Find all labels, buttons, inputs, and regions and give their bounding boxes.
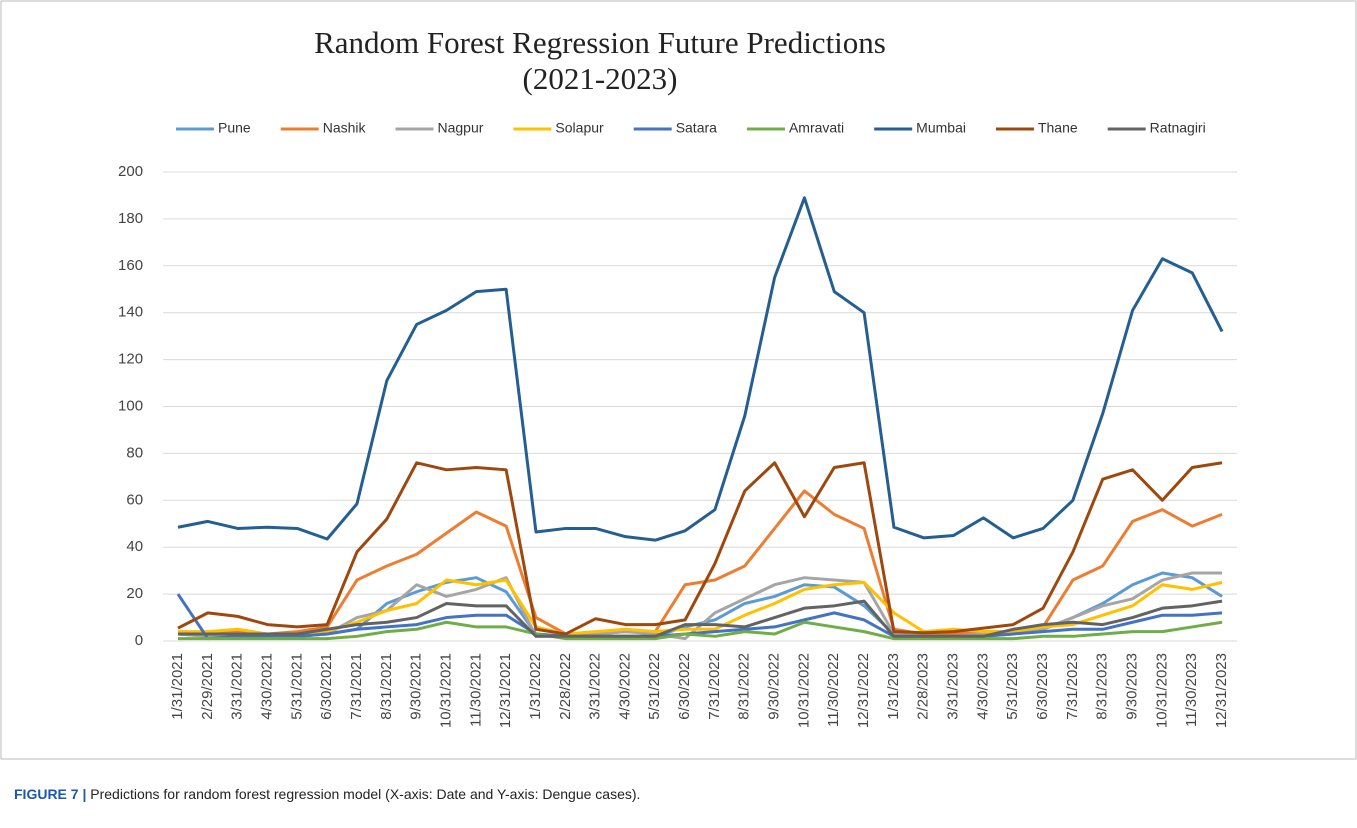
x-tick-label: 7/31/2023 (1064, 653, 1081, 720)
series-line (177, 489, 1223, 636)
x-tick-label: 5/31/2022 (646, 653, 663, 720)
x-tick-label: 2/28/2023 (915, 653, 932, 720)
legend-label: Amravati (789, 120, 844, 136)
series-line (176, 593, 1223, 641)
x-tick-label: 10/31/2023 (1153, 653, 1170, 728)
series-line (178, 620, 1223, 641)
y-tick-label: 180 (118, 210, 143, 227)
legend-label: Ratnagiri (1150, 120, 1206, 136)
x-tick-label: 12/31/2022 (855, 653, 872, 728)
x-tick-label: 11/30/2021 (467, 653, 484, 727)
x-tick-label: 9/30/2023 (1124, 653, 1141, 720)
caption: FIGURE 7 | Predictions for random forest… (14, 786, 640, 802)
y-tick-label: 100 (118, 397, 143, 414)
x-tick-label: 11/30/2022 (825, 653, 842, 727)
y-tick-label: 40 (126, 538, 143, 555)
x-tick-label: 8/31/2023 (1094, 653, 1111, 720)
x-tick-label: 5/31/2021 (288, 653, 305, 720)
x-tick-label: 6/30/2022 (676, 653, 693, 720)
legend-label: Solapur (555, 120, 604, 136)
legend-label: Nagpur (438, 120, 484, 136)
legend-label: Nashik (323, 120, 367, 136)
x-tick-label: 1/31/2022 (527, 653, 544, 720)
x-tick-label: 4/30/2023 (974, 653, 991, 720)
x-tick-label: 2/28/2022 (557, 653, 574, 720)
x-tick-label: 1/31/2023 (885, 653, 902, 720)
chart-title: Random Forest Regression Future Predicti… (314, 25, 886, 60)
y-tick-label: 80 (126, 444, 143, 461)
y-tick-label: 0 (135, 632, 143, 649)
chart-frame (0, 0, 1357, 760)
legend-label: Mumbai (916, 120, 966, 136)
x-tick-label: 6/30/2023 (1034, 653, 1051, 720)
series-line (178, 599, 1223, 638)
y-tick-label: 60 (126, 491, 143, 508)
y-tick-label: 160 (118, 257, 143, 274)
y-tick-label: 120 (118, 351, 143, 368)
series-line (177, 196, 1224, 542)
x-tick-label: 4/30/2022 (616, 653, 633, 720)
x-tick-label: 10/31/2022 (795, 653, 812, 728)
y-tick-label: 20 (126, 585, 143, 602)
x-tick-label: 3/31/2021 (229, 653, 246, 720)
x-tick-label: 9/30/2022 (766, 653, 783, 720)
x-tick-label: 3/31/2022 (587, 653, 604, 720)
x-tick-label: 6/30/2021 (318, 653, 335, 720)
y-tick-label: 200 (118, 163, 143, 180)
caption-label: FIGURE 7 | (14, 786, 86, 802)
chart-subtitle: (2021-2023) (523, 61, 678, 96)
legend-label: Satara (676, 120, 717, 136)
x-tick-label: 10/31/2021 (437, 653, 454, 728)
x-tick-label: 1/31/2021 (169, 653, 186, 720)
legend-label: Thane (1038, 120, 1078, 136)
x-tick-label: 7/31/2022 (706, 653, 723, 720)
legend-label: Pune (218, 120, 251, 136)
x-tick-label: 12/31/2023 (1213, 653, 1230, 728)
x-tick-label: 12/31/2021 (497, 653, 514, 728)
x-tick-label: 11/30/2023 (1183, 653, 1200, 727)
x-tick-label: 8/31/2022 (736, 653, 753, 720)
series-line (178, 578, 1223, 636)
x-tick-label: 8/31/2021 (378, 653, 395, 720)
series-line (177, 461, 1223, 636)
y-tick-label: 140 (118, 304, 143, 321)
x-tick-label: 5/31/2023 (1004, 653, 1021, 720)
x-tick-label: 2/29/2021 (199, 653, 216, 720)
x-tick-label: 4/30/2021 (258, 653, 275, 720)
x-tick-label: 7/31/2021 (348, 653, 365, 720)
x-tick-label: 9/30/2021 (408, 653, 425, 720)
caption-text: Predictions for random forest regression… (90, 786, 640, 802)
x-tick-label: 3/31/2023 (945, 653, 962, 720)
